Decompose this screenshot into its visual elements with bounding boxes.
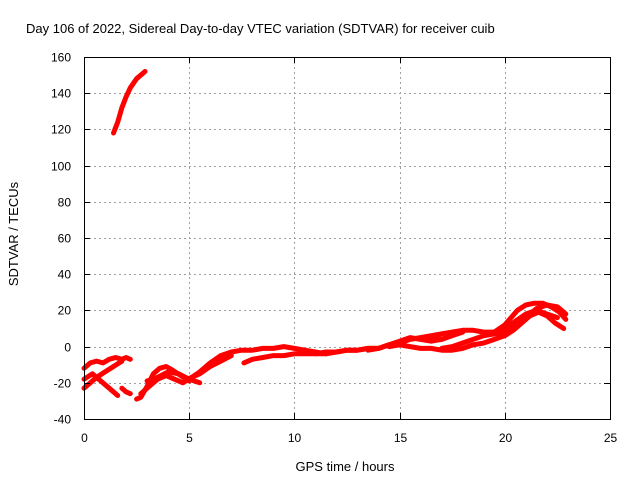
y-tick-label: 140 — [51, 87, 71, 101]
x-tick-label: 5 — [186, 431, 193, 445]
data-series-group — [81, 69, 569, 402]
series-line-satellite-arc-16 — [491, 300, 569, 335]
y-axis-label: SDTVAR / TECUs — [6, 181, 21, 286]
x-tick-label: 10 — [288, 431, 302, 445]
x-axis-label: GPS time / hours — [296, 459, 395, 474]
series-line-satellite-arc-9 — [186, 344, 329, 382]
y-tick-label: 120 — [51, 123, 71, 137]
series-line-satellite-arc-1 — [111, 69, 148, 136]
y-tick-label: -40 — [54, 413, 72, 427]
y-tick-label: 20 — [58, 304, 72, 318]
x-axis-tick-labels: 0 5 10 15 20 25 — [81, 431, 617, 445]
y-tick-label: 60 — [58, 232, 72, 246]
x-tick-label: 20 — [499, 431, 513, 445]
y-tick-label: 40 — [58, 268, 72, 282]
x-tick-label: 25 — [604, 431, 618, 445]
y-axis-tick-labels: -40 -20 0 20 40 60 80 100 120 140 160 — [51, 51, 71, 427]
series-line-satellite-arc-17 — [502, 309, 567, 339]
chart-title: Day 106 of 2022, Sidereal Day-to-day VTE… — [26, 21, 495, 36]
series-line-satellite-arc-2 — [81, 355, 133, 371]
series-line-satellite-arc-7 — [138, 353, 234, 397]
series-line-satellite-arc-13 — [386, 333, 508, 353]
y-tick-label: 0 — [64, 341, 71, 355]
x-tick-label: 15 — [394, 431, 408, 445]
y-tick-label: 160 — [51, 51, 71, 65]
x-tick-label: 0 — [81, 431, 88, 445]
grid — [84, 57, 610, 419]
axis-ticks — [84, 57, 611, 420]
series-line-satellite-arc-3 — [81, 371, 121, 398]
series-line-satellite-arc-12 — [365, 329, 466, 353]
series-line-satellite-arc-5 — [119, 385, 133, 397]
y-tick-label: 100 — [51, 160, 71, 174]
y-tick-label: 80 — [58, 196, 72, 210]
y-tick-label: -20 — [54, 377, 72, 391]
